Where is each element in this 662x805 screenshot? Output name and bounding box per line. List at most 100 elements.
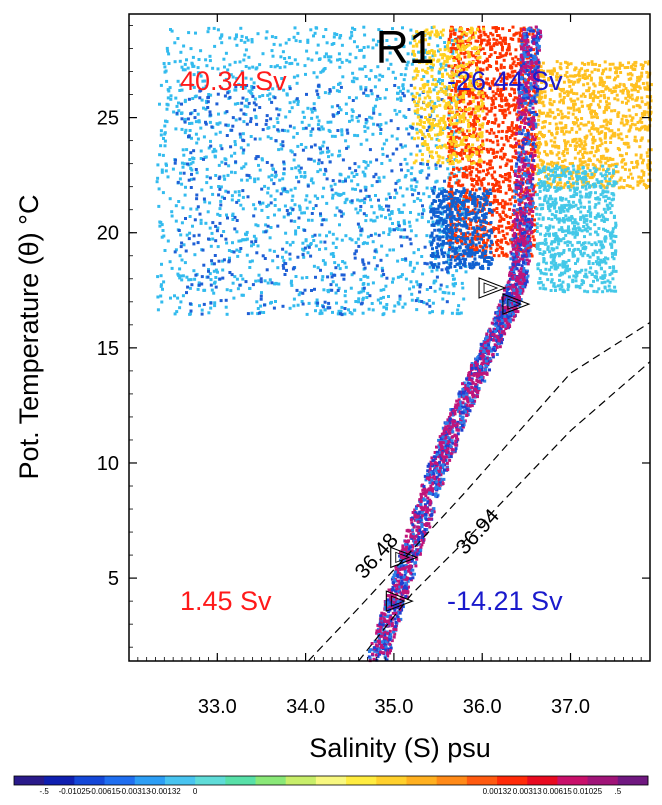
ts-point bbox=[423, 139, 427, 143]
ts-point bbox=[463, 90, 467, 94]
ts-point bbox=[645, 70, 649, 74]
ts-point bbox=[404, 174, 408, 177]
ts-point bbox=[358, 67, 362, 71]
ts-point bbox=[175, 104, 179, 108]
ts-point bbox=[328, 160, 332, 164]
ts-point bbox=[534, 52, 538, 56]
ts-point bbox=[480, 125, 484, 129]
ts-point bbox=[635, 97, 639, 101]
ts-point bbox=[290, 279, 293, 283]
ts-point bbox=[389, 62, 393, 66]
ts-point bbox=[479, 165, 483, 169]
ts-point bbox=[315, 89, 319, 93]
ts-point bbox=[288, 85, 292, 89]
ts-point bbox=[414, 185, 418, 189]
ts-point bbox=[452, 43, 455, 47]
ts-point bbox=[458, 73, 462, 77]
ts-point bbox=[209, 306, 213, 310]
ts-point bbox=[583, 151, 587, 154]
ts-point bbox=[379, 128, 383, 131]
ts-point bbox=[434, 180, 438, 184]
ts-point bbox=[471, 135, 475, 139]
ts-point bbox=[401, 91, 405, 95]
ts-point bbox=[608, 75, 612, 79]
ts-point bbox=[164, 169, 168, 173]
ts-point bbox=[288, 252, 292, 256]
ts-point bbox=[495, 199, 499, 203]
ts-point bbox=[584, 143, 588, 147]
ts-point bbox=[543, 120, 547, 123]
ts-point bbox=[177, 109, 181, 113]
ts-point bbox=[283, 204, 287, 208]
ts-point bbox=[626, 92, 630, 96]
ts-point bbox=[512, 81, 516, 85]
ts-point bbox=[564, 142, 568, 145]
ts-point bbox=[467, 122, 470, 126]
ts-point bbox=[313, 233, 317, 237]
ts-point bbox=[482, 241, 485, 245]
ts-point bbox=[241, 96, 245, 100]
ts-point bbox=[552, 232, 555, 236]
ts-point bbox=[482, 27, 486, 31]
ts-point bbox=[362, 91, 366, 95]
ts-point bbox=[456, 308, 460, 312]
ts-point bbox=[563, 139, 567, 143]
ts-point bbox=[318, 312, 322, 316]
ts-point bbox=[358, 225, 361, 229]
ts-point bbox=[293, 219, 297, 223]
ts-point bbox=[450, 88, 454, 92]
ts-point bbox=[200, 282, 204, 286]
ts-point bbox=[452, 152, 455, 156]
ts-point bbox=[482, 61, 486, 65]
ts-point bbox=[196, 137, 200, 141]
ts-point bbox=[257, 273, 261, 277]
ts-point bbox=[420, 78, 424, 81]
ts-point bbox=[419, 115, 423, 119]
ts-point bbox=[418, 149, 422, 153]
ts-point bbox=[451, 82, 455, 86]
ts-point bbox=[478, 30, 482, 34]
ts-point bbox=[536, 123, 540, 127]
ts-point bbox=[304, 198, 308, 202]
ts-point bbox=[401, 84, 405, 88]
ts-point bbox=[325, 201, 329, 205]
ts-point bbox=[649, 148, 653, 152]
ts-point bbox=[218, 121, 222, 125]
ts-point bbox=[638, 128, 641, 132]
ts-point bbox=[239, 85, 243, 88]
ts-point bbox=[593, 84, 597, 88]
ts-point bbox=[576, 257, 580, 261]
ts-point bbox=[536, 150, 540, 154]
ts-point bbox=[463, 85, 467, 89]
ts-point bbox=[395, 137, 399, 141]
ts-point bbox=[589, 110, 593, 114]
ts-point bbox=[453, 255, 457, 259]
ts-point bbox=[462, 135, 466, 139]
ts-point bbox=[394, 37, 398, 41]
ts-point bbox=[187, 97, 191, 101]
ts-point bbox=[190, 136, 193, 140]
ts-point bbox=[224, 123, 228, 127]
ts-point bbox=[427, 125, 431, 129]
ts-point bbox=[449, 75, 453, 79]
ts-point bbox=[445, 72, 449, 76]
ts-point bbox=[411, 52, 415, 56]
ts-point bbox=[180, 65, 184, 69]
ts-point bbox=[208, 113, 212, 117]
ts-point bbox=[377, 78, 381, 82]
ts-point bbox=[583, 95, 587, 98]
ts-point bbox=[411, 122, 415, 126]
ts-point bbox=[311, 127, 315, 131]
ts-point bbox=[585, 89, 589, 93]
ts-point bbox=[178, 306, 182, 310]
ts-point bbox=[310, 145, 313, 149]
ts-point bbox=[335, 283, 338, 287]
ts-point bbox=[237, 190, 241, 194]
ts-point bbox=[226, 173, 230, 177]
ts-point bbox=[227, 260, 231, 264]
ts-point bbox=[426, 162, 429, 166]
ts-point bbox=[307, 245, 311, 249]
ts-point bbox=[477, 152, 481, 156]
ts-point bbox=[236, 102, 240, 105]
ts-point bbox=[500, 217, 504, 221]
